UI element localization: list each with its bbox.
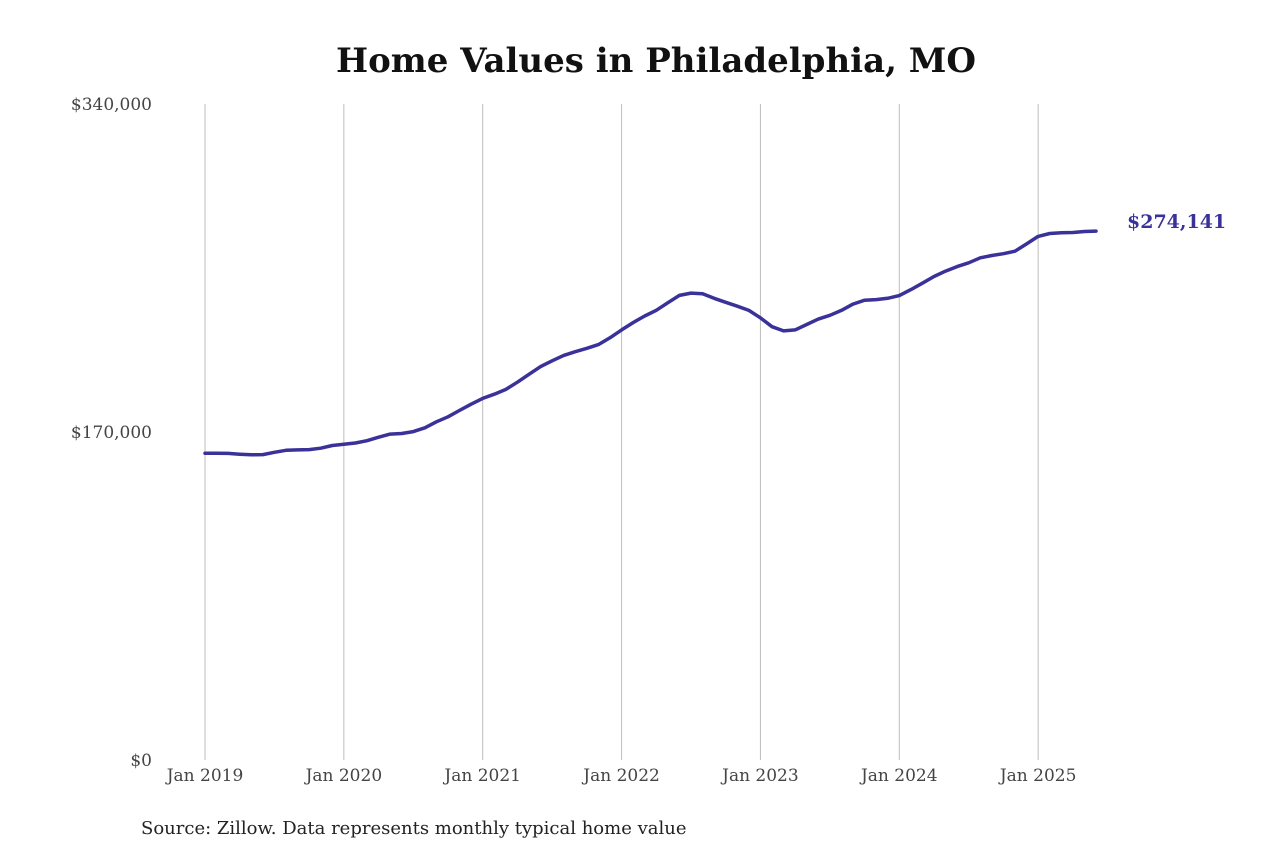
x-tick-label: Jan 2025 [998, 766, 1077, 786]
x-tick-label: Jan 2023 [720, 766, 799, 786]
x-tick-label: Jan 2024 [859, 766, 938, 786]
home-value-line [203, 229, 1098, 457]
y-tick-label: $0 [130, 751, 152, 771]
gridlines [204, 104, 1039, 760]
y-tick-label: $340,000 [71, 95, 152, 115]
source-note: Source: Zillow. Data represents monthly … [141, 818, 687, 839]
x-tick-label: Jan 2020 [304, 766, 383, 786]
x-tick-label: Jan 2022 [581, 766, 660, 786]
latest-value-label: $274,141 [1127, 211, 1226, 233]
y-tick-label: $170,000 [71, 423, 152, 443]
x-tick-label: Jan 2019 [165, 766, 244, 786]
y-axis-ticks: $0 $170,000 $340,000 [71, 95, 152, 771]
x-axis-ticks: Jan 2019 Jan 2020 Jan 2021 Jan 2022 Jan 2023… [165, 766, 1077, 786]
x-tick-label: Jan 2021 [442, 766, 521, 786]
chart-title: Home Values in Philadelphia, MO [336, 41, 976, 81]
